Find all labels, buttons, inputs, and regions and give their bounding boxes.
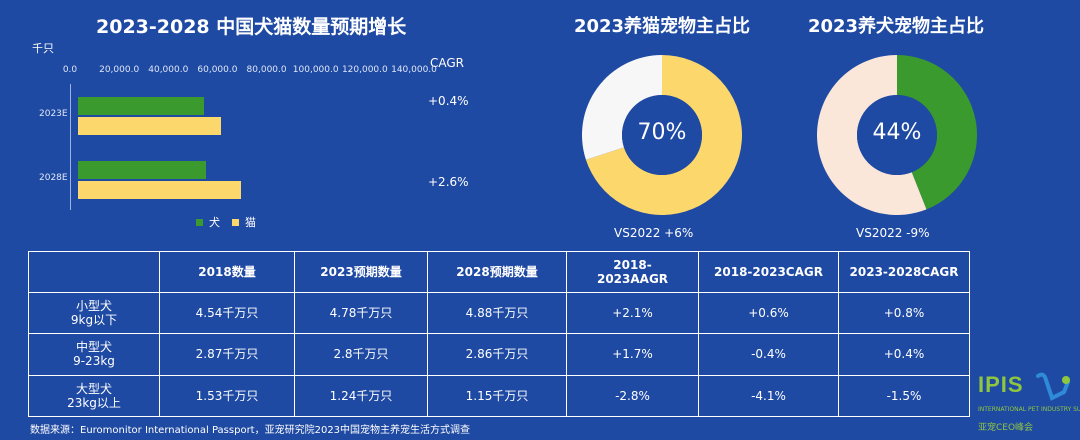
table-header-cell: 2023-2028CAGR	[838, 251, 970, 293]
bar-cat-2023E	[78, 117, 221, 135]
table-cell: 4.78千万只	[294, 291, 428, 335]
x-tick-label: 60,000.0	[197, 65, 238, 75]
x-tick-label: 100,000.0	[292, 65, 339, 75]
table-cell: 2.86千万只	[427, 333, 567, 376]
legend-cat-label: 猫	[245, 216, 256, 229]
row-label-line2: 9kg以下	[70, 313, 118, 328]
dog-pie-center-label: 44%	[872, 120, 922, 145]
x-tick-label: 20,000.0	[99, 65, 140, 75]
table-row: 小型犬 9kg以下 4.54千万只 4.78千万只 4.88千万只 +2.1% +…	[28, 291, 970, 335]
logo-mark-icon	[1036, 372, 1070, 401]
table-header-cell: 2028预期数量	[427, 251, 567, 293]
table-cell: 1.53千万只	[159, 374, 295, 418]
table-cell: 2.8千万只	[294, 333, 428, 376]
cagr-header: CAGR	[430, 56, 465, 70]
table-cell: 4.88千万只	[427, 291, 567, 335]
x-tick-label: 120,000.0	[341, 65, 388, 75]
bar-legend: 犬 猫	[196, 214, 256, 230]
x-tick-label: 0.0	[62, 65, 78, 75]
legend-cat-swatch	[232, 218, 239, 226]
pie-hole	[857, 95, 937, 175]
table-cell: 2.87千万只	[159, 333, 295, 376]
table-row: 中型犬 9-23kg 2.87千万只 2.8千万只 2.86千万只 +1.7% -…	[28, 333, 970, 376]
table-header-row: 2018数量 2023预期数量 2028预期数量 2018- 2023AAGR …	[28, 251, 970, 293]
bar-chart-title: 2023-2028 中国犬猫数量预期增长	[96, 16, 407, 38]
table-cell: -1.5%	[838, 374, 970, 418]
pie-slice-main	[897, 55, 977, 210]
pie-slice-main	[585, 55, 742, 215]
cat-pie-center-label: 70%	[637, 120, 687, 145]
bar-chart-unit: 千只	[32, 42, 54, 55]
logo-text: IPIS	[978, 372, 1024, 397]
y-axis-line	[70, 84, 71, 210]
y-category-label: 2023E	[39, 109, 68, 119]
header-aagr-line1: 2018-	[613, 258, 652, 272]
y-category-label: 2028E	[39, 173, 68, 183]
logo-subtitle: INTERNATIONAL PET INDUSTRY SUMMIT	[978, 406, 1080, 413]
table-cell: -0.4%	[698, 333, 839, 376]
table-cell: 1.24千万只	[294, 374, 428, 418]
dog-pie-title: 2023养犬宠物主占比	[807, 16, 985, 37]
row-label-line2: 9-23kg	[73, 354, 115, 369]
pie-hole	[622, 95, 702, 175]
table-cell: +0.8%	[838, 291, 970, 335]
pie-slice-rest	[817, 55, 927, 215]
ipis-logo: IPIS INTERNATIONAL PET INDUSTRY SUMMIT 亚…	[978, 372, 1080, 433]
header-aagr-line2: 2023AAGR	[596, 272, 669, 286]
cagr-value-2028: +2.6%	[428, 175, 469, 189]
legend-dog-swatch	[196, 218, 203, 226]
table-cell: +0.6%	[698, 291, 839, 335]
table-cell: -2.8%	[566, 374, 699, 418]
row-label-line1: 小型犬	[75, 299, 112, 314]
dog-size-table: 2018数量 2023预期数量 2028预期数量 2018- 2023AAGR …	[28, 251, 970, 418]
row-label: 小型犬 9kg以下	[28, 291, 160, 335]
table-header-cell: 2018数量	[159, 251, 295, 293]
table-cell: 1.15千万只	[427, 374, 567, 418]
table-cell: +1.7%	[566, 333, 699, 376]
dog-pie-vs: VS2022 -9%	[856, 226, 930, 240]
row-label: 大型犬 23kg以上	[28, 374, 160, 418]
cat-pie-chart	[582, 55, 742, 215]
table-cell: +2.1%	[566, 291, 699, 335]
cagr-value-2023: +0.4%	[428, 94, 469, 108]
row-label-line1: 大型犬	[75, 381, 112, 396]
bar-dog-2028E	[78, 161, 206, 179]
row-label-line1: 中型犬	[75, 340, 112, 355]
row-label: 中型犬 9-23kg	[28, 333, 160, 376]
x-tick-label: 80,000.0	[246, 65, 287, 75]
table-header-cell: 2018-2023CAGR	[698, 251, 839, 293]
legend-dog-label: 犬	[209, 216, 220, 229]
table-row: 大型犬 23kg以上 1.53千万只 1.24千万只 1.15千万只 -2.8% …	[28, 374, 970, 418]
row-label-line2: 23kg以上	[67, 395, 121, 410]
table-header-cell: 2018- 2023AAGR	[566, 251, 699, 293]
table-cell: 4.54千万只	[159, 291, 295, 335]
table-header-cell: 2023预期数量	[294, 251, 428, 293]
bar-dog-2023E	[78, 97, 204, 115]
x-tick-label: 140,000.0	[391, 65, 437, 75]
logo-cn: 亚宠CEO峰会	[978, 423, 1034, 433]
pie-slice-rest	[582, 55, 662, 160]
cat-pie-vs: VS2022 +6%	[614, 226, 694, 240]
data-source-note: 数据来源：Euromonitor International Passport，…	[30, 425, 471, 436]
table-corner-cell	[28, 251, 160, 293]
x-tick-label: 40,000.0	[148, 65, 189, 75]
dog-pie-chart	[817, 55, 977, 215]
cat-pie-title: 2023养猫宠物主占比	[573, 16, 751, 37]
bar-cat-2028E	[78, 181, 241, 199]
table-cell: -4.1%	[698, 374, 839, 418]
table-cell: +0.4%	[838, 333, 970, 376]
